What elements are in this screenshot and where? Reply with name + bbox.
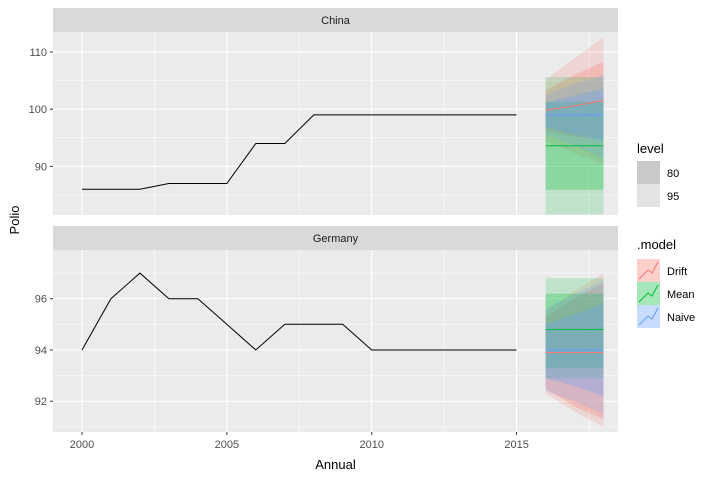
drift-interval-95	[545, 37, 604, 165]
y-tick-label: 94	[35, 345, 47, 357]
y-tick-label: 92	[35, 396, 47, 408]
legend-level-key-95	[637, 184, 660, 207]
legend-level-title: level	[637, 141, 664, 156]
panels-layer: China 90 100 110 Germany 92 94 96 2000 2005 2010 20…	[29, 8, 618, 451]
drift-forecast-line	[545, 100, 604, 111]
legend-level-key-80	[637, 161, 660, 184]
panel-china: China 90 100 110	[29, 8, 618, 215]
y-tick-label: 96	[35, 294, 47, 306]
legend-level-label: 80	[667, 168, 679, 180]
history-line	[82, 114, 517, 190]
legend-model-title: .model	[637, 237, 676, 252]
legend-model-label: Drift	[667, 266, 687, 278]
y-tick-label: 90	[35, 161, 47, 173]
mean-interval-95	[545, 278, 604, 379]
legend-level-keys: 80 95	[637, 161, 679, 207]
x-tick-label: 2000	[70, 439, 94, 451]
facet-strip	[53, 8, 618, 32]
y-tick-label: 100	[29, 104, 47, 116]
facet-strip-label: Germany	[313, 233, 359, 245]
legend-model-label: Naive	[667, 312, 695, 324]
x-tick-label: 2015	[504, 439, 528, 451]
mean-interval-80	[545, 293, 604, 368]
facet-strip	[53, 226, 618, 250]
legend-model-line	[638, 307, 659, 326]
y-tick-label: 110	[29, 47, 47, 59]
legend-model-label: Mean	[667, 289, 695, 301]
panel-germany: Germany 92 94 96 2000 2005 2010 2015	[35, 226, 618, 451]
legend: level 80 95 .model Drift Mean Naive	[637, 141, 695, 328]
legend-level-label: 95	[667, 191, 679, 203]
naive-interval-95	[545, 74, 604, 159]
naive-interval-95	[545, 280, 604, 415]
panel-background	[53, 250, 618, 432]
legend-model-line	[638, 261, 659, 280]
legend-model-keys: Drift Mean Naive	[637, 259, 695, 328]
legend-model-line	[638, 284, 659, 303]
x-tick-label: 2005	[215, 439, 239, 451]
x-axis-title: Annual	[315, 457, 356, 472]
y-axis-title: Polio	[7, 206, 22, 235]
drift-interval-80	[545, 61, 604, 140]
facet-strip-label: China	[321, 15, 351, 27]
history-line	[81, 272, 517, 351]
x-tick-label: 2010	[359, 439, 383, 451]
panel-background	[53, 32, 618, 215]
drift-interval-80	[545, 283, 604, 420]
